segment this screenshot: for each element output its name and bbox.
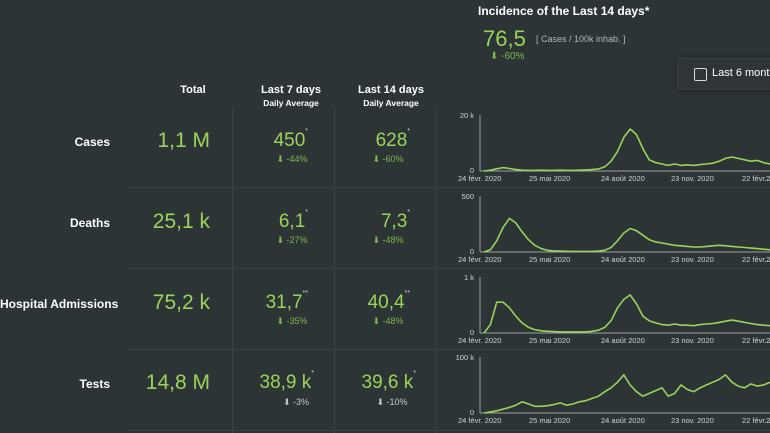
row-label-cases: Cases bbox=[74, 135, 110, 149]
y-tick-label: 1 k bbox=[464, 273, 474, 282]
x-tick-label: 24 m bbox=[766, 255, 770, 264]
tests-last7-value: 38,9 k* bbox=[259, 370, 315, 393]
row-divider bbox=[128, 187, 770, 188]
row-divider bbox=[128, 268, 770, 269]
hospital-admissions-last7-change: ⬇ -35% bbox=[276, 316, 308, 326]
deaths-chart: 500 024 févr. 2020 25 mai 2020 24 août 2020… bbox=[458, 192, 770, 264]
x-tick-label: 24 févr. 2020 bbox=[458, 174, 501, 183]
deaths-last14-change: ⬇ -48% bbox=[372, 235, 404, 245]
column-header-last-14-days: Last 14 days bbox=[357, 84, 425, 96]
row-label-tests: Tests bbox=[79, 377, 110, 391]
hospital-admissions-last7-value: 31,7** bbox=[265, 290, 308, 313]
incidence-unit: [ Cases / 100k inhab. ] bbox=[536, 34, 626, 44]
tests-last7-change: ⬇ -3% bbox=[282, 397, 310, 407]
column-subheader-last-14-days: Daily Average bbox=[363, 98, 419, 108]
column-divider bbox=[232, 108, 233, 433]
y-tick-label: 0 bbox=[470, 328, 474, 337]
column-header-last-7-days: Last 7 days bbox=[261, 84, 321, 96]
cases-total: 1,1 M bbox=[157, 129, 210, 152]
incidence-change: ⬇ -60% bbox=[490, 51, 525, 62]
x-tick-label: 24 août 2020 bbox=[601, 336, 645, 345]
series-line bbox=[483, 294, 770, 334]
column-divider bbox=[334, 108, 335, 433]
cases-last7-change: ⬇ -44% bbox=[276, 154, 308, 164]
x-tick-label: 23 nov. 2020 bbox=[671, 174, 714, 183]
checkbox-icon[interactable] bbox=[694, 68, 707, 81]
cases-chart: 20 k 024 févr. 2020 25 mai 2020 24 août 202… bbox=[458, 111, 770, 183]
y-tick-label: 20 k bbox=[460, 111, 474, 120]
deaths-last7-change: ⬇ -27% bbox=[276, 235, 308, 245]
incidence-value: 76,5 bbox=[483, 26, 526, 51]
hospital-admissions-last14-value: 40,4** bbox=[367, 290, 410, 313]
x-tick-label: 24 août 2020 bbox=[601, 416, 645, 425]
x-tick-label: 24 févr. 2020 bbox=[458, 255, 501, 264]
y-tick-label: 0 bbox=[470, 247, 474, 256]
y-tick-label: 0 bbox=[470, 408, 474, 417]
column-header-total: Total bbox=[180, 84, 206, 96]
x-tick-label: 22 févr. 2021 bbox=[742, 255, 770, 264]
x-tick-label: 24 m bbox=[766, 416, 770, 425]
x-tick-label: 22 févr. 2021 bbox=[742, 174, 770, 183]
tests-last14-value: 39,6 k* bbox=[361, 370, 417, 393]
tests-chart: 100 k 024 févr. 2020 25 mai 2020 24 août 20… bbox=[456, 353, 770, 425]
hospital-admissions-last14-change: ⬇ -48% bbox=[372, 316, 404, 326]
row-divider bbox=[128, 349, 770, 350]
column-divider bbox=[436, 108, 437, 433]
row-divider bbox=[128, 430, 770, 431]
x-tick-label: 25 mai 2020 bbox=[529, 255, 570, 264]
x-tick-label: 24 m bbox=[766, 336, 770, 345]
x-tick-label: 24 août 2020 bbox=[601, 255, 645, 264]
x-tick-label: 23 nov. 2020 bbox=[671, 255, 714, 264]
tests-total: 14,8 M bbox=[145, 371, 210, 394]
deaths-last7-value: 6,1* bbox=[278, 209, 308, 232]
x-tick-label: 25 mai 2020 bbox=[529, 336, 570, 345]
cases-last14-change: ⬇ -60% bbox=[372, 154, 404, 164]
incidence-title: Incidence of the Last 14 days* bbox=[478, 4, 650, 18]
last-6-months-toggle[interactable]: Last 6 months bbox=[677, 58, 770, 90]
hospital-admissions-total: 75,2 k bbox=[152, 291, 210, 314]
x-tick-label: 23 nov. 2020 bbox=[671, 416, 714, 425]
x-tick-label: 23 nov. 2020 bbox=[671, 336, 714, 345]
hospital-admissions-chart: 1 k 024 févr. 2020 25 mai 2020 24 août 2020… bbox=[458, 273, 770, 345]
x-tick-label: 22 févr. 2021 bbox=[742, 416, 770, 425]
y-tick-label: 500 bbox=[461, 192, 474, 201]
tests-last14-change: ⬇ -10% bbox=[376, 397, 408, 407]
x-tick-label: 24 août 2020 bbox=[601, 174, 645, 183]
x-tick-label: 24 févr. 2020 bbox=[458, 416, 501, 425]
row-label-deaths: Deaths bbox=[69, 216, 110, 230]
x-tick-label: 24 févr. 2020 bbox=[458, 336, 501, 345]
column-subheader-last-7-days: Daily Average bbox=[263, 98, 319, 108]
last-6-months-label: Last 6 months bbox=[712, 67, 770, 79]
series-line bbox=[483, 374, 770, 414]
row-label-hospital-admissions: Hospital Admissions bbox=[0, 297, 119, 311]
deaths-total: 25,1 k bbox=[152, 210, 210, 233]
deaths-last14-value: 7,3* bbox=[380, 209, 410, 232]
series-line bbox=[483, 128, 770, 172]
cases-last14-value: 628* bbox=[375, 128, 410, 151]
x-tick-label: 25 mai 2020 bbox=[529, 416, 570, 425]
x-tick-label: 22 févr. 2021 bbox=[742, 336, 770, 345]
x-tick-label: 24 m bbox=[766, 174, 770, 183]
y-tick-label: 100 k bbox=[456, 353, 475, 362]
cases-last7-value: 450* bbox=[273, 128, 308, 151]
y-tick-label: 0 bbox=[470, 166, 474, 175]
series-line bbox=[483, 217, 770, 253]
x-tick-label: 25 mai 2020 bbox=[529, 174, 570, 183]
